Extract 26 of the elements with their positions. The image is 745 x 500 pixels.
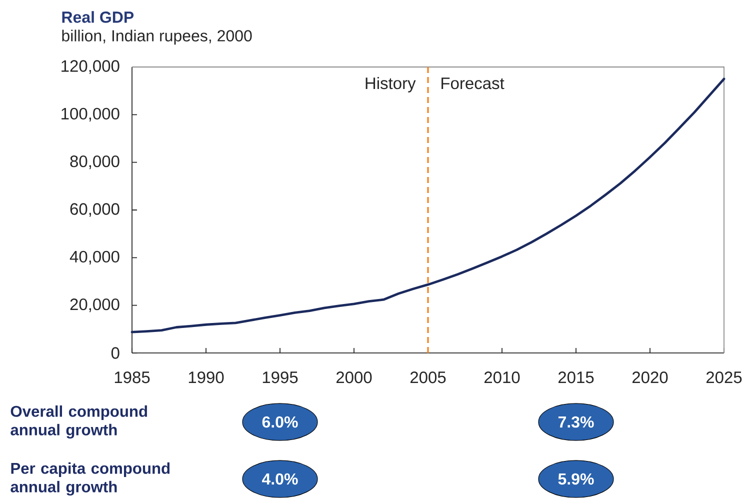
y-tick-label: 40,000 (70, 250, 120, 264)
annotation: Forecast (442, 78, 504, 90)
x-tick-label: 1995 (262, 372, 298, 384)
y-tick-label: 80,000 (70, 156, 120, 170)
x-tick-label: 2000 (336, 372, 372, 384)
text: 7.3% (558, 416, 594, 428)
x-tick-label: 2005 (410, 372, 446, 384)
x-tick-label: 2010 (484, 372, 520, 384)
x-tick-label: 1990 (188, 372, 224, 384)
x-tick-label: 2025 (706, 372, 742, 384)
y-tick-label: 100,000 (62, 108, 120, 122)
text: 5.9% (558, 473, 594, 485)
y-tick-label: 20,000 (70, 298, 120, 312)
y-tick-label: 0 (111, 347, 120, 359)
text: Overall compound annual growth (10, 405, 147, 439)
text: Per capita compound annual growth (10, 462, 170, 496)
x-tick-label: 2020 (632, 372, 668, 384)
annotation: History (366, 77, 416, 92)
x-tick-label: 1985 (114, 372, 150, 384)
y-tick-label: 120,000 (62, 60, 120, 74)
chart-title: Real GDP (62, 11, 134, 23)
text: 6.0% (262, 416, 298, 428)
chart-subtitle: billion, Indian rupees, 2000 (62, 30, 252, 45)
x-tick-label: 2015 (558, 372, 594, 384)
y-tick-label: 60,000 (70, 203, 120, 217)
text: 4.0% (262, 473, 298, 485)
